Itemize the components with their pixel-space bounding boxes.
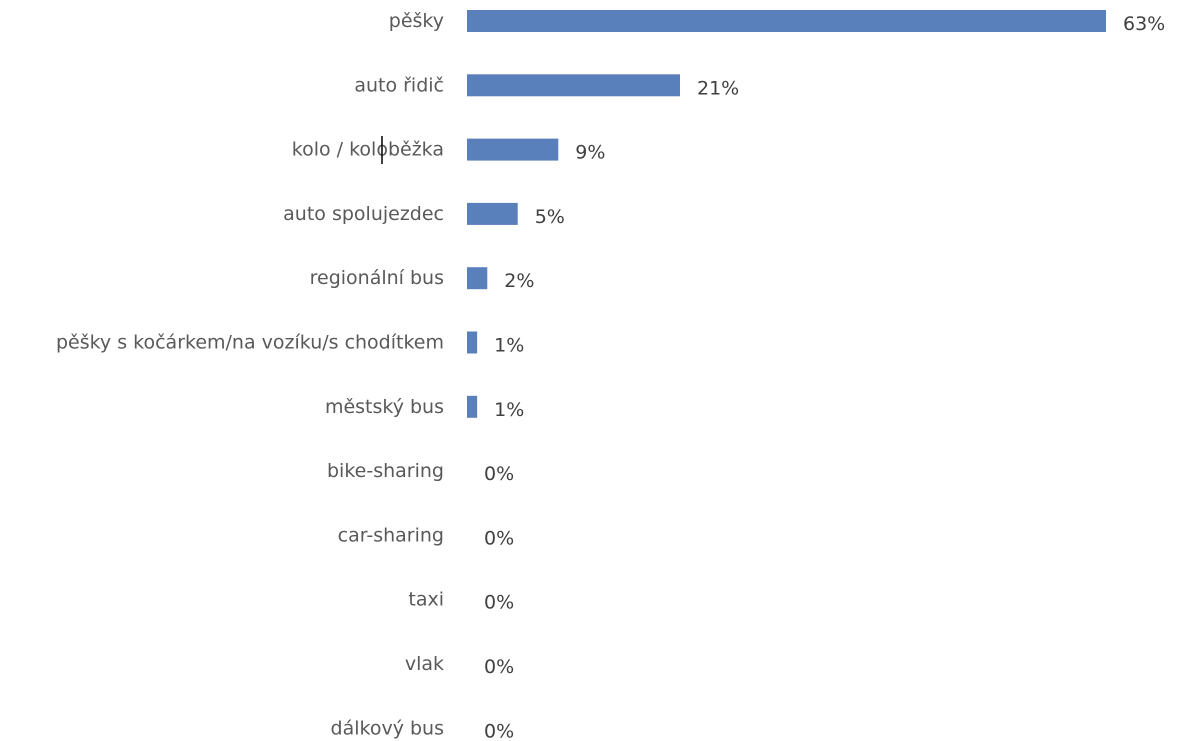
bar: [467, 202, 518, 225]
bar: [467, 331, 478, 354]
value-label: 0%: [484, 463, 514, 485]
value-labels: 63% 21% 9% 5% 2% 1% 1% 0% 0% 0% 0% 0%: [484, 13, 1165, 741]
category-label: pěšky s kočárkem/na vozíku/s chodítkem: [56, 332, 444, 354]
value-label: 0%: [484, 720, 514, 741]
category-label: kolo / koloběžka: [292, 139, 444, 161]
category-label: car-sharing: [338, 524, 444, 546]
value-label: 1%: [494, 335, 524, 357]
category-label: auto řidič: [354, 74, 444, 96]
category-labels: pěšky auto řidič kolo / koloběžka auto spol…: [56, 10, 444, 739]
bar: [467, 138, 559, 161]
value-label: 9%: [575, 142, 605, 164]
bars-layer: [467, 10, 1106, 418]
category-label: pěšky: [389, 10, 444, 32]
category-label: dálkový bus: [331, 717, 444, 739]
bar: [467, 74, 680, 97]
category-label: auto spolujezdec: [283, 203, 444, 225]
value-label: 2%: [504, 270, 534, 292]
value-label: 0%: [484, 592, 514, 614]
value-label: 0%: [484, 656, 514, 678]
category-label: bike-sharing: [327, 460, 444, 482]
value-label: 63%: [1123, 13, 1165, 35]
bar: [467, 10, 1106, 32]
category-label: vlak: [405, 653, 444, 675]
bar: [467, 395, 478, 418]
value-label: 0%: [484, 527, 514, 549]
value-label: 5%: [535, 206, 565, 228]
bar: [467, 267, 488, 290]
category-label: taxi: [408, 589, 444, 611]
category-label: městský bus: [325, 396, 444, 418]
value-label: 1%: [494, 399, 524, 421]
value-label: 21%: [697, 77, 739, 99]
category-label: regionální bus: [310, 267, 444, 289]
